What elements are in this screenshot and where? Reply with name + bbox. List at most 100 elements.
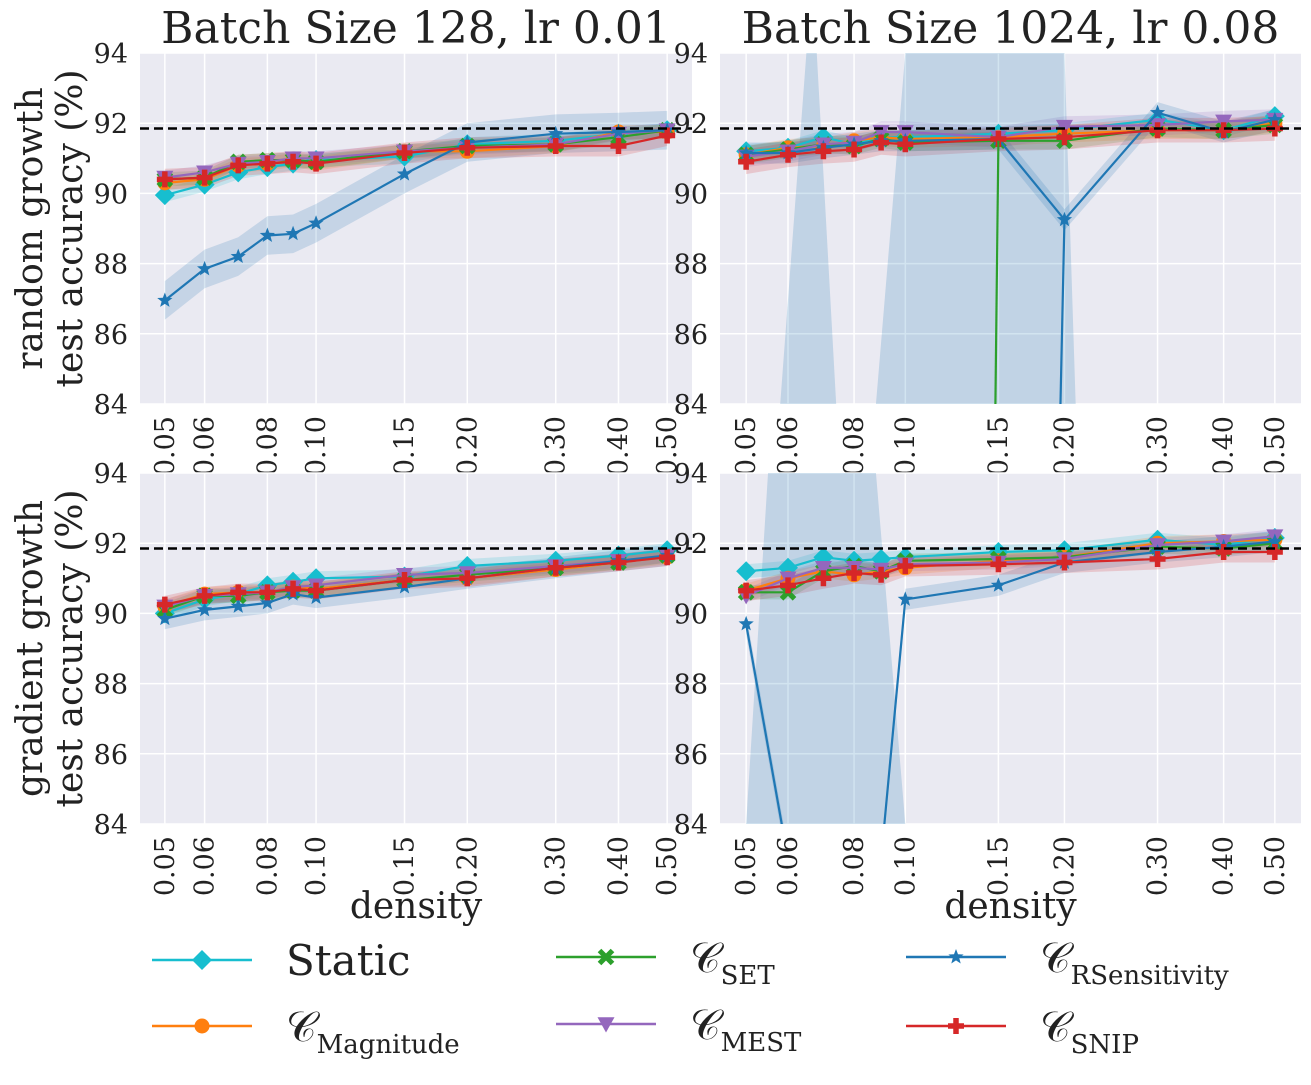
point-snip <box>815 570 832 587</box>
x-tick-label: 0.06 <box>773 416 804 476</box>
legend-subscript: SET <box>721 961 776 991</box>
y-tick-label: 88 <box>674 250 708 281</box>
y-axis-label: gradient growth <box>10 500 51 797</box>
legend-subscript: Magnitude <box>317 1030 460 1060</box>
x-tick-label: 0.15 <box>390 836 421 896</box>
plot-area <box>140 53 692 404</box>
point-snip <box>156 171 173 188</box>
point-snip <box>873 134 890 151</box>
x-tick-label: 0.06 <box>190 416 221 476</box>
x-tick-label: 0.10 <box>890 416 921 476</box>
point-rsens <box>738 615 754 631</box>
point-snip <box>780 577 797 594</box>
legend-item-snip: 𝒞SNIP <box>906 1002 1139 1060</box>
band-set <box>164 548 668 617</box>
legend-label: Static <box>286 936 411 985</box>
point-rsens <box>308 215 324 230</box>
legend: Static 𝒞SET 𝒞RSensitivity 𝒞Magnitude 𝒞MEST 𝒞S… <box>152 933 1229 1060</box>
band-mest <box>164 548 668 614</box>
point-snip <box>1056 554 1073 571</box>
x-tick-label: 0.06 <box>773 836 804 896</box>
x-tick-label: 0.20 <box>1049 836 1080 896</box>
point-rsens <box>1056 211 1073 227</box>
y-tick-label: 84 <box>674 810 708 841</box>
point-snip <box>990 556 1007 573</box>
point-snip <box>1266 543 1283 560</box>
point-snip <box>547 559 564 576</box>
point-snip <box>659 127 676 144</box>
y-tick-label: 94 <box>94 39 128 70</box>
y-tick-label: 86 <box>94 320 128 351</box>
point-rsens <box>197 260 213 276</box>
x-tick-label: 0.50 <box>652 836 683 896</box>
x-tick-label: 0.08 <box>839 836 870 896</box>
y-tick-label: 88 <box>94 670 128 701</box>
y-tick-label: 94 <box>94 459 128 490</box>
legend-item-mag: 𝒞Magnitude <box>152 1002 460 1060</box>
point-snip <box>459 139 476 156</box>
y-tick-label: 86 <box>674 320 708 351</box>
panel-title: Batch Size 1024, lr 0.08 <box>742 3 1280 54</box>
y-tick-label: 92 <box>674 529 708 560</box>
legend-item-set: 𝒞SET <box>556 933 775 991</box>
point-snip <box>259 584 276 601</box>
legend-marker <box>194 1018 210 1034</box>
x-tick-label: 0.40 <box>1209 836 1240 896</box>
point-snip <box>873 566 890 583</box>
point-snip <box>990 130 1007 147</box>
point-snip <box>738 153 755 170</box>
x-tick-label: 0.20 <box>1049 416 1080 476</box>
point-rsens <box>197 601 213 617</box>
point-snip <box>659 549 676 566</box>
point-rsens <box>738 145 754 160</box>
point-snip <box>897 136 914 153</box>
point-snip <box>846 565 863 582</box>
point-snip <box>547 138 564 155</box>
band-rsens <box>746 530 1275 824</box>
legend-subscript: SNIP <box>1071 1030 1139 1060</box>
point-snip <box>196 169 213 186</box>
y-tick-label: 84 <box>94 390 128 421</box>
x-tick-label: 0.50 <box>1260 836 1291 896</box>
y-tick-label: 92 <box>94 109 128 140</box>
panel-2: 84 86 88 90 92 94 0.05 0.06 0.08 0.10 0.15 0.20 0.30… <box>674 3 1301 476</box>
x-tick-label: 0.05 <box>150 836 181 896</box>
x-tick-label: 0.10 <box>301 836 332 896</box>
point-snip <box>846 141 863 158</box>
x-tick-label: 0.08 <box>252 416 283 476</box>
legend-marker <box>597 948 615 966</box>
legend-label: 𝒞RSensitivity <box>1040 933 1229 991</box>
point-rsens <box>230 248 246 264</box>
legend-label: 𝒞Magnitude <box>286 1002 460 1060</box>
plot-area <box>720 473 1301 824</box>
plot-area <box>720 53 1301 404</box>
y-tick-label: 90 <box>94 179 128 210</box>
y-tick-label: 90 <box>674 599 708 630</box>
band-snip <box>746 541 1275 602</box>
x-tick-label: 0.05 <box>731 416 762 476</box>
line-rsens-drop <box>1059 219 1066 404</box>
x-tick-label: 0.05 <box>150 416 181 476</box>
point-rsens <box>285 225 301 241</box>
point-rsens <box>259 594 275 610</box>
legend-subscript: RSensitivity <box>1071 961 1229 991</box>
point-static <box>154 185 175 206</box>
point-rsens <box>396 166 413 181</box>
legend-marker <box>192 950 212 970</box>
point-rsens <box>259 227 275 242</box>
legend-label: 𝒞MEST <box>690 1000 802 1058</box>
x-tick-label: 0.20 <box>452 836 483 896</box>
y-tick-label: 90 <box>674 179 708 210</box>
series-layer <box>736 473 1285 824</box>
point-snip <box>897 558 914 575</box>
legend-label: 𝒞SNIP <box>1040 1002 1139 1060</box>
panels: 84 86 88 90 92 94 0.05 0.06 0.08 0.10 0.15 0.20 0.30… <box>94 3 1301 896</box>
point-rsens <box>1267 111 1283 127</box>
point-snip <box>1149 122 1166 139</box>
series-layer <box>736 53 1285 404</box>
point-snip <box>285 580 302 597</box>
legend-marker <box>948 1018 964 1034</box>
band-rsens-failure <box>780 53 837 404</box>
y-tick-label: 92 <box>674 109 708 140</box>
x-tick-label: 0.30 <box>541 836 572 896</box>
